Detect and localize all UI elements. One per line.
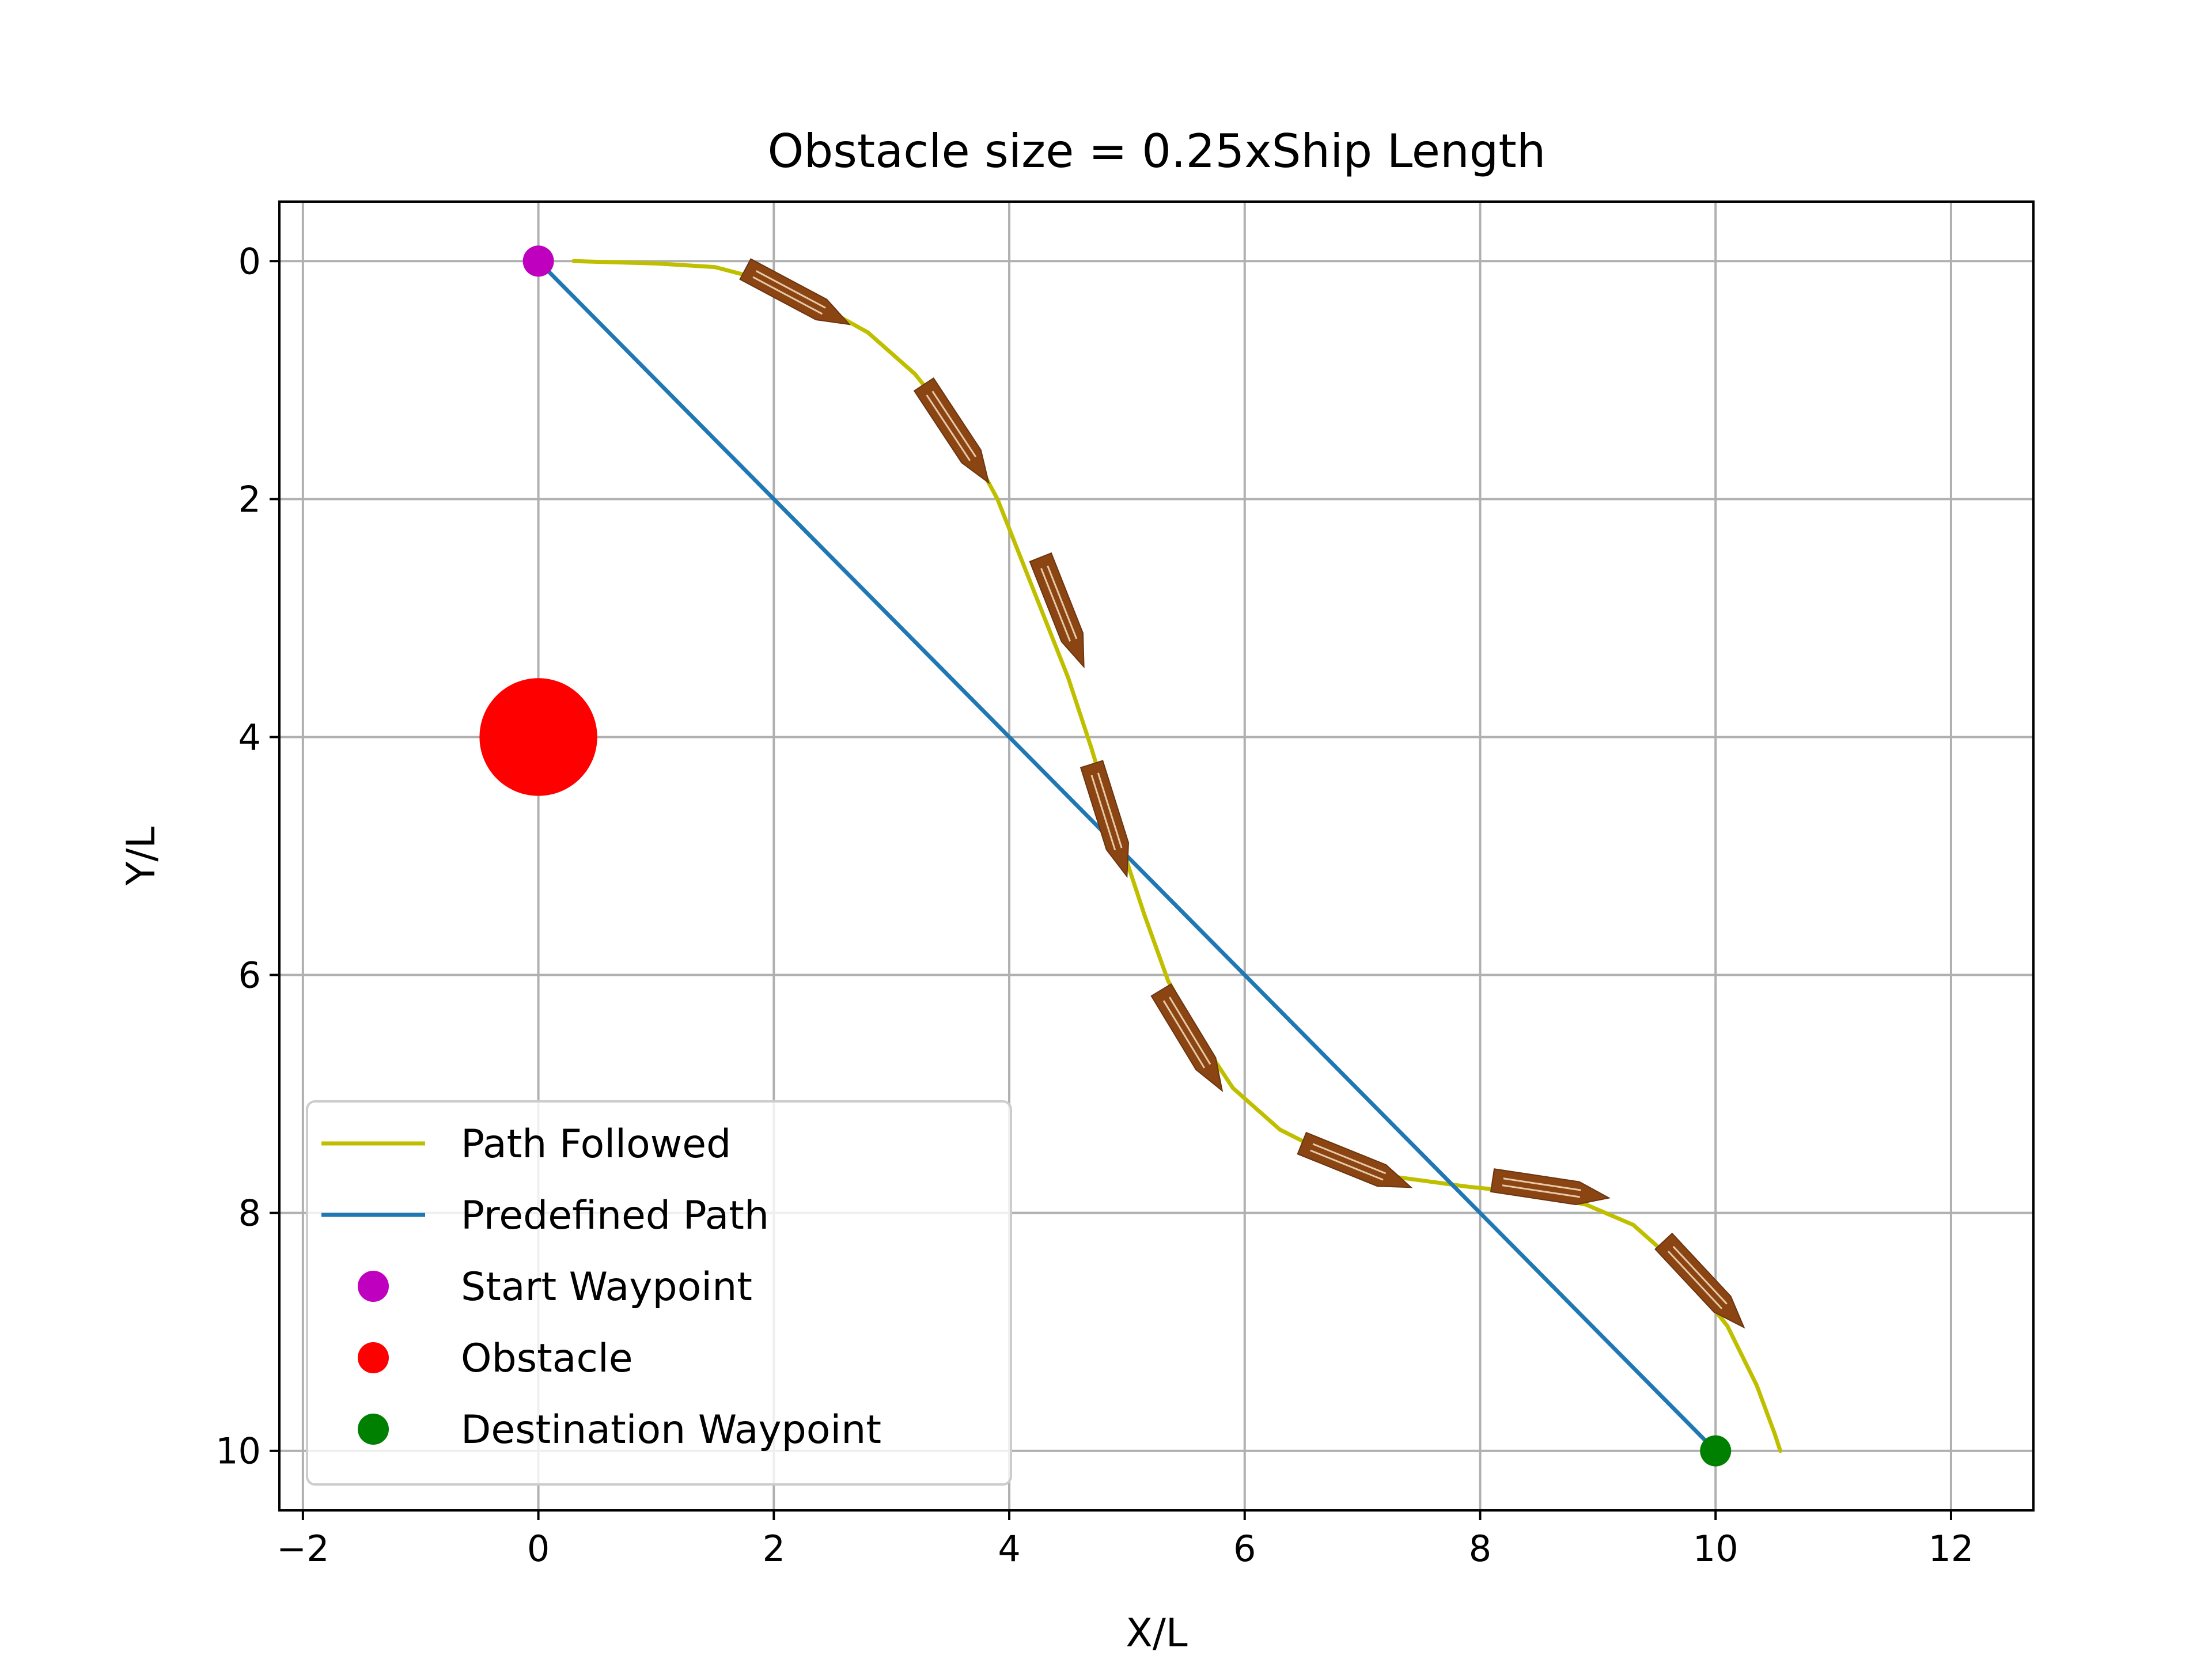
y-axis-ticks: 0 2 4 6 8 10 — [215, 240, 279, 1472]
legend: Path Followed Predefined Path Start Waypoi… — [306, 1100, 1012, 1486]
x-tick-label: 2 — [763, 1528, 785, 1570]
plot-frame — [278, 200, 2035, 1512]
y-axis-label: Y/L — [119, 827, 164, 886]
ship-hull — [1654, 1232, 1745, 1329]
ship-deck-line — [1169, 997, 1211, 1065]
x-tick-label: 4 — [998, 1528, 1020, 1570]
y-tick-label: 4 — [238, 716, 261, 758]
ship-marker — [1150, 983, 1224, 1093]
plot-series — [479, 245, 1783, 1467]
ship-deck-line — [1312, 1143, 1387, 1175]
ship-deck-line — [755, 270, 826, 309]
y-tick-label: 2 — [238, 478, 261, 520]
ship-deck-line — [1090, 775, 1116, 851]
ship-deck-line — [1047, 565, 1078, 639]
chart-title: Obstacle size = 0.25xShip Length — [767, 124, 1546, 178]
ship-deck-line — [1097, 772, 1123, 849]
x-tick-label: 0 — [527, 1528, 550, 1570]
ship-deck-line — [1040, 567, 1071, 642]
x-axis-label: X/L — [1126, 1611, 1187, 1656]
x-tick-label: 6 — [1233, 1528, 1256, 1570]
ship-deck-line — [1162, 1000, 1205, 1069]
legend-label: Predefined Path — [461, 1193, 769, 1238]
legend-dot-swatch — [358, 1414, 389, 1445]
x-tick-label: −2 — [276, 1528, 329, 1570]
y-tick-label: 6 — [238, 955, 261, 997]
ship-marker — [739, 258, 851, 325]
ship-deck-line — [1502, 1184, 1581, 1198]
path-followed-line — [571, 259, 1783, 1453]
ship-marker — [1029, 552, 1085, 669]
ship-marker — [1654, 1232, 1745, 1329]
ship-hull — [1490, 1168, 1611, 1206]
legend-dot-swatch — [358, 1342, 389, 1373]
destination-waypoint-marker — [1700, 1435, 1732, 1467]
legend-label: Start Waypoint — [461, 1264, 752, 1310]
y-tick-label: 10 — [215, 1430, 261, 1472]
ship-deck-line — [926, 394, 971, 461]
legend-label: Path Followed — [461, 1122, 731, 1167]
x-tick-label: 10 — [1693, 1528, 1738, 1570]
legend-label: Obstacle — [461, 1336, 633, 1381]
ship-deck-line — [1672, 1245, 1728, 1305]
ship-deck-line — [1667, 1251, 1723, 1309]
ship-marker — [1490, 1168, 1611, 1206]
ship-marker — [1080, 760, 1130, 878]
ship-marker — [1297, 1131, 1413, 1188]
ship-deck-line — [752, 276, 823, 315]
legend-label: Destination Waypoint — [461, 1407, 881, 1453]
x-tick-label: 8 — [1469, 1528, 1491, 1570]
start-waypoint-marker — [522, 245, 554, 277]
legend-box — [306, 1100, 1012, 1486]
ship-markers — [739, 258, 1745, 1329]
ship-deck-line — [1310, 1149, 1384, 1181]
legend-dot-swatch — [358, 1271, 389, 1302]
obstacle-marker — [479, 678, 597, 796]
ship-marker — [913, 377, 990, 484]
ship-deck-line — [931, 391, 977, 457]
ship-deck-line — [1503, 1177, 1581, 1191]
x-tick-label: 12 — [1928, 1528, 1974, 1570]
x-axis-ticks: −2 0 2 4 6 8 10 12 — [276, 1510, 1974, 1570]
y-tick-label: 0 — [238, 240, 261, 282]
y-tick-label: 8 — [238, 1192, 261, 1234]
